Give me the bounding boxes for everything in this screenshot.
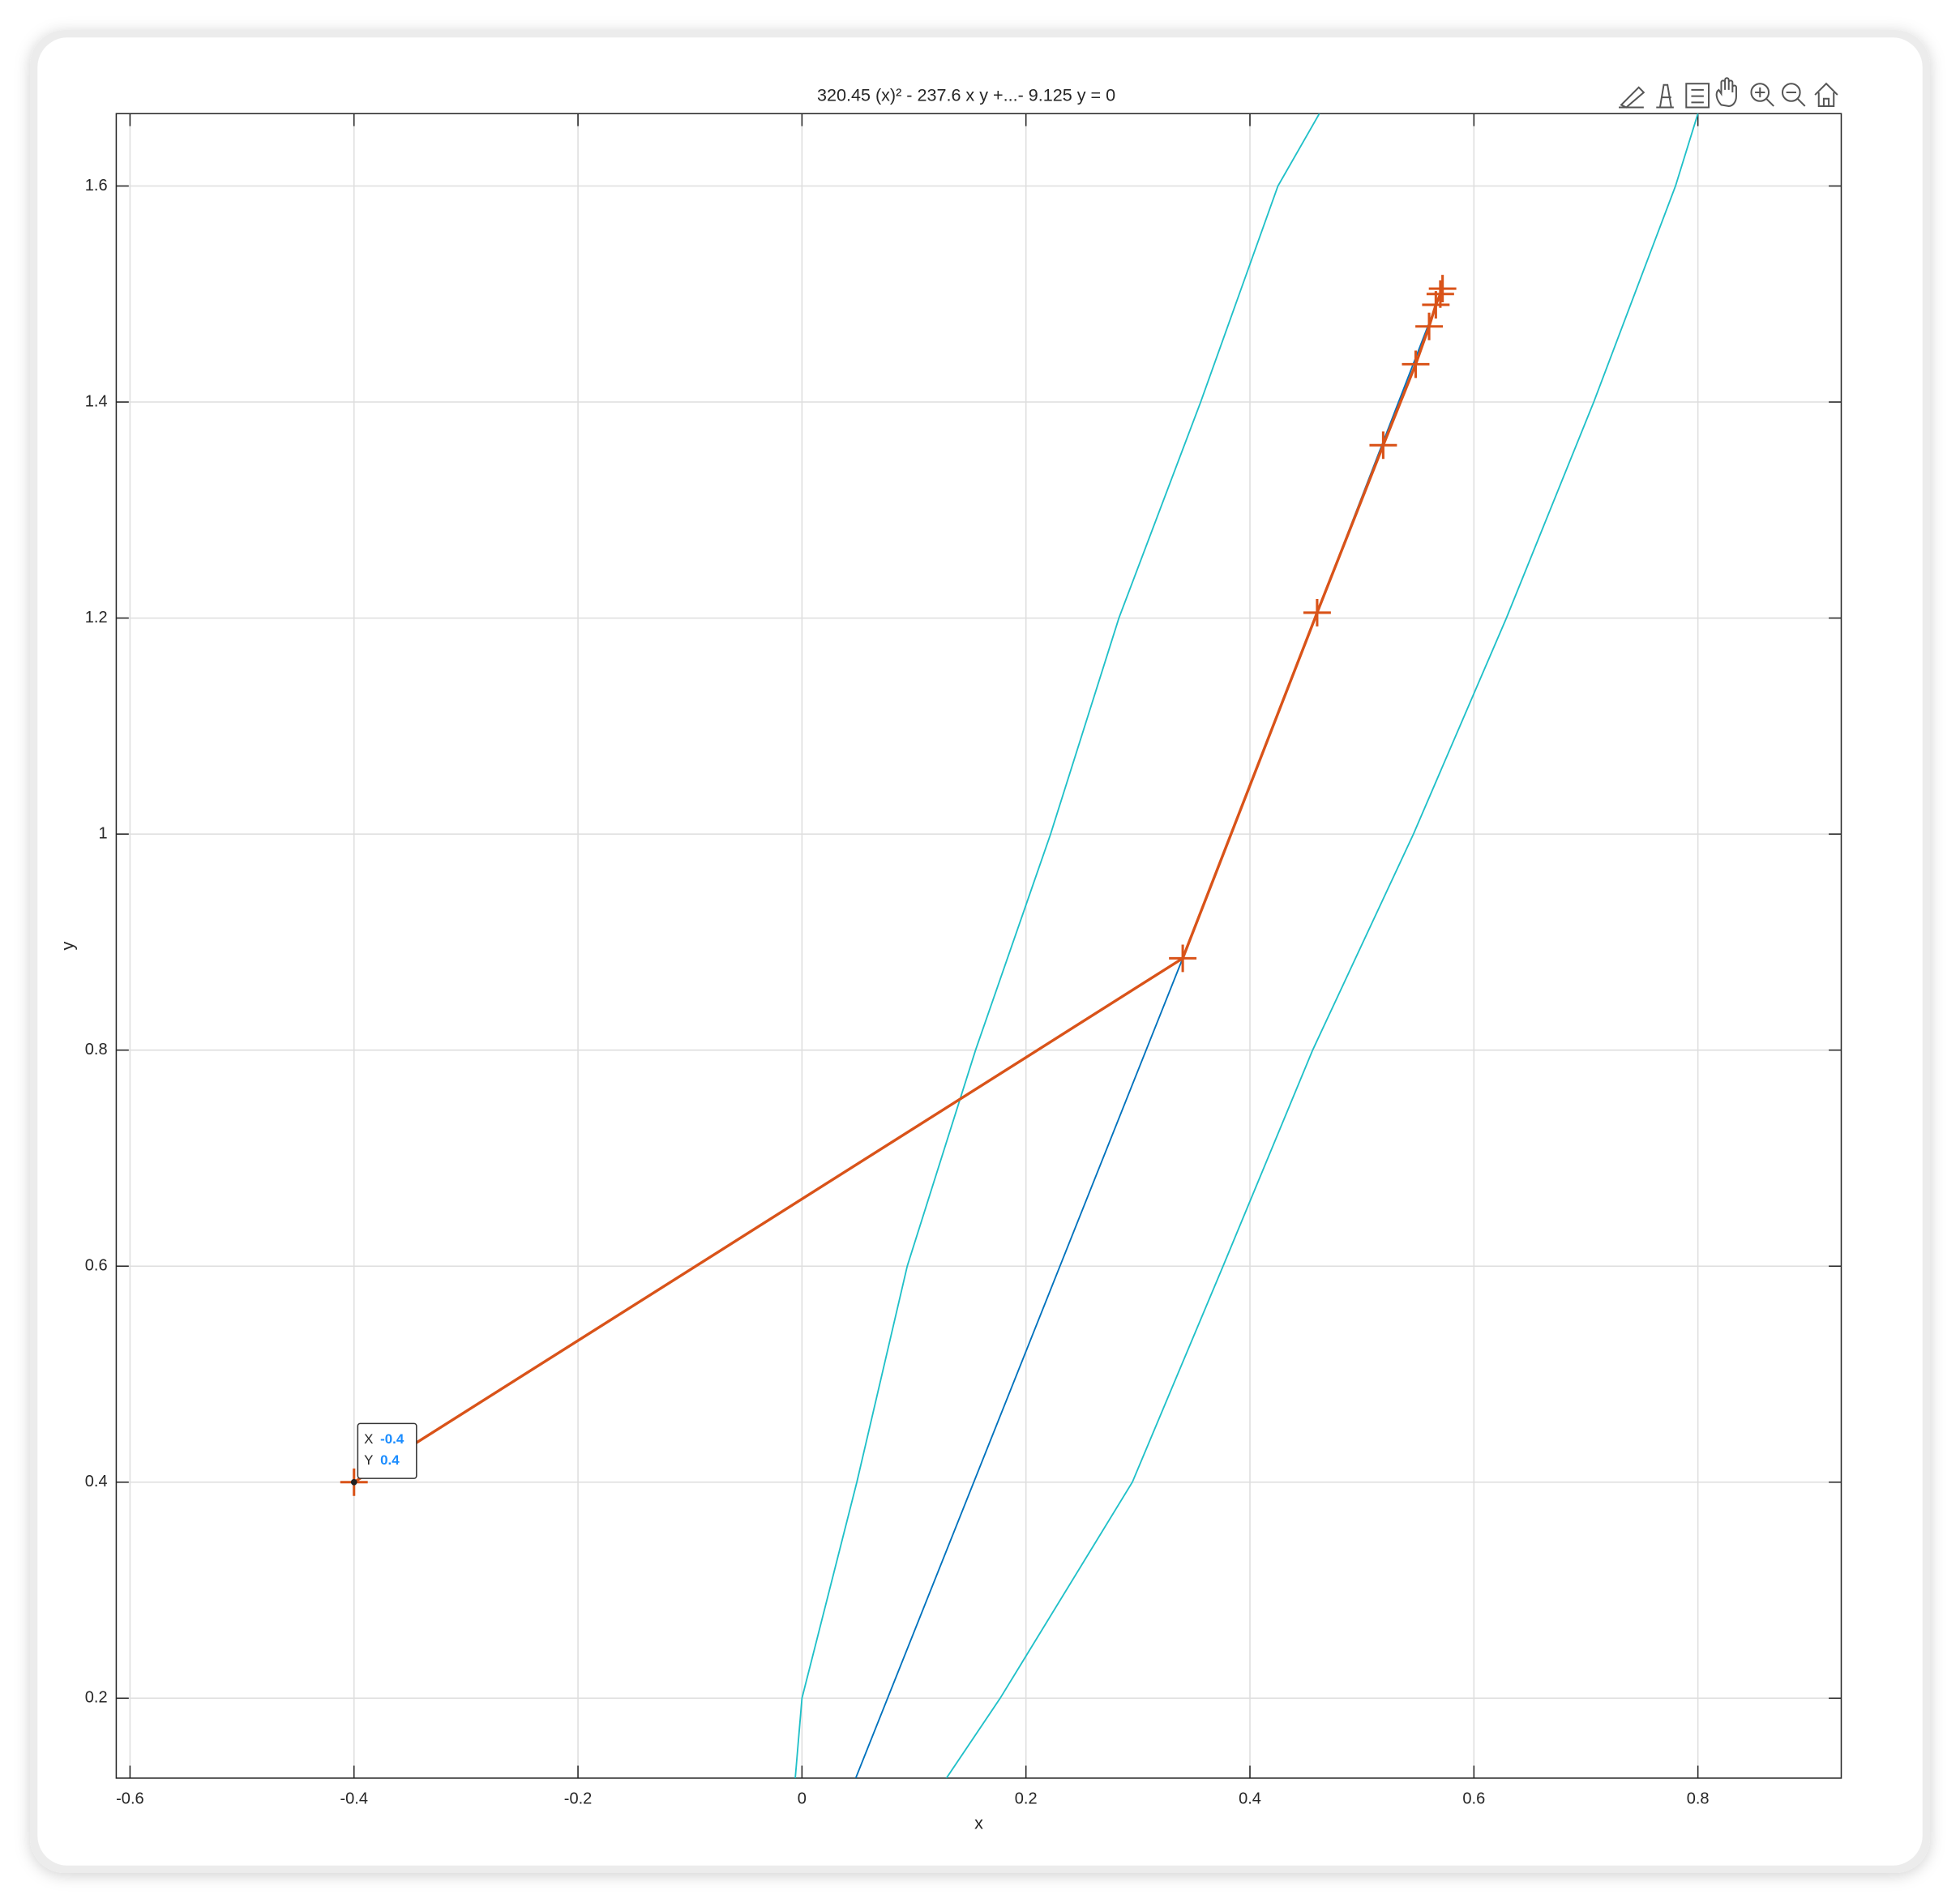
- datatip-x-name: X: [364, 1431, 373, 1447]
- y-tick-label: 1: [98, 824, 107, 842]
- x-tick-label: -0.6: [116, 1790, 144, 1807]
- plot-area: [116, 113, 1842, 1778]
- marker: [1422, 291, 1450, 319]
- y-axis-label: y: [58, 941, 78, 950]
- y-tick-label: 0.2: [85, 1689, 108, 1707]
- toolbar: [1619, 77, 1838, 109]
- y-tick-label: 0.6: [85, 1257, 108, 1275]
- restore-view[interactable]: [1814, 82, 1838, 107]
- zoom-out[interactable]: [1782, 83, 1806, 107]
- marker: [1369, 431, 1397, 460]
- marker: [1303, 598, 1331, 626]
- datatip-x-value: -0.4: [380, 1431, 404, 1447]
- axes-box: [115, 113, 1842, 1779]
- x-axis-label: x: [974, 1813, 983, 1833]
- plot-lines: [340, 113, 1699, 1778]
- y-tick-label: 0.8: [85, 1041, 108, 1058]
- y-tick-label: 0.4: [85, 1473, 108, 1490]
- x-tick-label: 0.2: [1015, 1790, 1038, 1807]
- y-tick-label: 1.6: [85, 177, 108, 195]
- marker: [1426, 280, 1454, 308]
- marker: [1169, 944, 1197, 973]
- x-tick-label: 0: [798, 1790, 807, 1807]
- marker: [1415, 312, 1444, 340]
- insert-legend[interactable]: [1685, 83, 1710, 109]
- datatip-box: [357, 1422, 417, 1479]
- x-tick-label: 0.8: [1687, 1790, 1710, 1807]
- series-line: [794, 113, 1320, 1778]
- datatip-point: [350, 1478, 357, 1486]
- x-tick-label: -0.2: [564, 1790, 593, 1807]
- marker: [1428, 275, 1457, 303]
- datatip-y-value: 0.4: [380, 1452, 400, 1468]
- y-tick-label: 1.4: [85, 392, 108, 410]
- chart: -0.6 -0.4 -0.2 0 0.2 0.4 0.6 0.8 0.2 0.4 0.6 0.8 1 1.…: [58, 84, 1842, 1833]
- y-tick-label: 1.2: [85, 609, 108, 626]
- insert-colorbar[interactable]: [1656, 83, 1674, 109]
- x-tick-label: 0.6: [1462, 1790, 1485, 1807]
- x-tick-label: 0.4: [1239, 1790, 1261, 1807]
- chart-title: 320.45 (x)² - 237.6 x y +...- 9.125 y = …: [817, 84, 1115, 105]
- datatip-y-name: Y: [364, 1452, 373, 1468]
- series-line: [945, 113, 1699, 1778]
- zoom-in[interactable]: [1750, 83, 1774, 107]
- brush-tool[interactable]: [1619, 86, 1645, 109]
- pan-tool[interactable]: [1715, 77, 1737, 107]
- x-tick-label: -0.4: [340, 1790, 368, 1807]
- marker: [1402, 350, 1430, 378]
